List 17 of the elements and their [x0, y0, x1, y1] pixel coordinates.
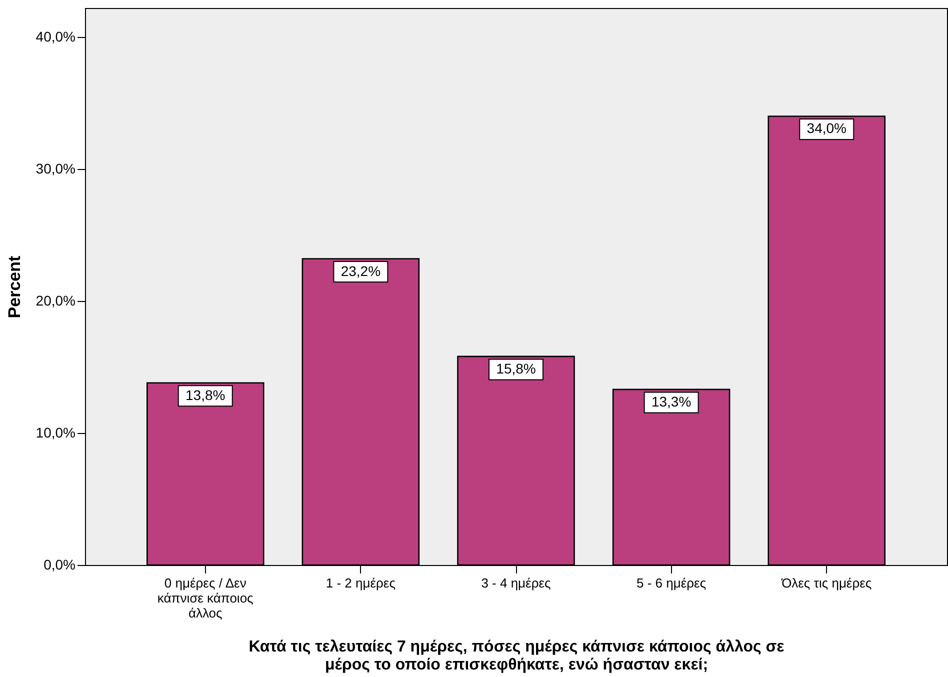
x-axis-title: Κατά τις τελευταίες 7 ημέρες, πόσες ημέρες κάπνισε κάποιος άλλος σε μέρος το οποίο επισκεφθήκατε, ενώ ήσασταν εκεί;	[248, 638, 785, 674]
data-label: 13,3%	[651, 393, 692, 410]
data-label: 13,8%	[186, 386, 226, 403]
y-tick-label: 30,0%	[36, 160, 76, 177]
x-tick-label: 3 - 4 ημέρες	[481, 576, 551, 590]
y-axis-title: Percent	[4, 255, 24, 318]
y-tick-label: 0,0%	[44, 556, 76, 572]
x-tick-label: Όλες τις ημέρες	[780, 576, 872, 590]
data-label: 23,2%	[340, 262, 381, 279]
x-tick-label: 5 - 6 ημέρες	[636, 576, 706, 590]
data-label: 34,0%	[806, 120, 846, 136]
y-tick-label: 10,0%	[36, 424, 76, 441]
x-tick-label: 0 ημέρες / Δεν κάπνισε κάποιος άλλος	[157, 576, 254, 620]
y-tick-label: 20,0%	[36, 292, 76, 309]
x-tick-label: 1 - 2 ημέρες	[326, 576, 396, 590]
y-tick-label: 40,0%	[36, 28, 76, 45]
data-label: 15,8%	[496, 360, 536, 376]
